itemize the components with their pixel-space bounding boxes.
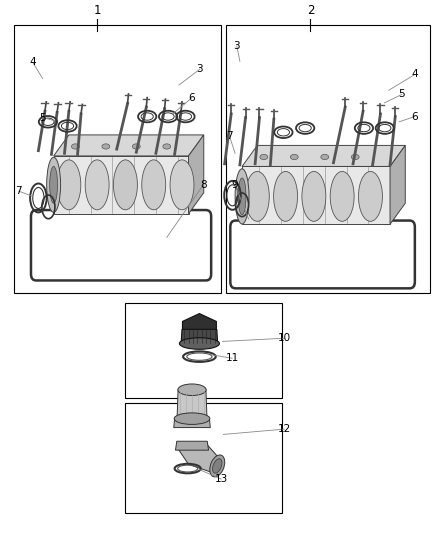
Text: 9: 9 <box>232 180 238 190</box>
Text: 10: 10 <box>278 333 291 343</box>
Ellipse shape <box>71 144 79 149</box>
Polygon shape <box>181 329 218 343</box>
FancyBboxPatch shape <box>230 221 415 288</box>
Text: 3: 3 <box>233 41 240 51</box>
Ellipse shape <box>163 144 171 149</box>
Ellipse shape <box>132 144 140 149</box>
Ellipse shape <box>180 338 219 349</box>
Text: 5: 5 <box>39 112 46 123</box>
Polygon shape <box>174 418 210 427</box>
Ellipse shape <box>238 178 246 215</box>
Text: 4: 4 <box>29 58 36 67</box>
Ellipse shape <box>351 155 359 159</box>
Ellipse shape <box>174 413 210 424</box>
Ellipse shape <box>170 160 194 210</box>
Text: 11: 11 <box>226 353 239 363</box>
Ellipse shape <box>102 144 110 149</box>
Bar <box>226 25 430 293</box>
Bar <box>125 303 282 398</box>
Polygon shape <box>242 166 390 224</box>
Ellipse shape <box>57 160 81 210</box>
Ellipse shape <box>274 172 297 221</box>
Ellipse shape <box>321 155 328 159</box>
Text: 6: 6 <box>189 93 195 103</box>
Polygon shape <box>176 441 208 450</box>
Text: 6: 6 <box>412 111 418 122</box>
Text: 3: 3 <box>197 64 203 74</box>
FancyBboxPatch shape <box>31 210 211 280</box>
Ellipse shape <box>113 160 138 210</box>
Ellipse shape <box>245 172 269 221</box>
Polygon shape <box>53 156 188 214</box>
Text: 4: 4 <box>412 69 418 79</box>
Polygon shape <box>183 313 216 345</box>
Ellipse shape <box>210 455 225 477</box>
Polygon shape <box>188 135 204 214</box>
Ellipse shape <box>47 157 60 213</box>
Text: 12: 12 <box>278 424 291 434</box>
Polygon shape <box>179 442 219 473</box>
Bar <box>14 25 221 293</box>
Ellipse shape <box>290 155 298 159</box>
Ellipse shape <box>260 155 268 159</box>
Text: 13: 13 <box>215 474 228 484</box>
Polygon shape <box>390 146 405 224</box>
Polygon shape <box>53 135 204 156</box>
Text: 7: 7 <box>226 131 233 141</box>
Ellipse shape <box>235 169 249 224</box>
Ellipse shape <box>330 172 354 221</box>
Ellipse shape <box>142 160 166 210</box>
Ellipse shape <box>212 459 222 473</box>
Text: 1: 1 <box>93 4 101 17</box>
Polygon shape <box>242 146 405 166</box>
Ellipse shape <box>178 384 206 395</box>
Polygon shape <box>177 390 207 426</box>
Ellipse shape <box>302 172 326 221</box>
Bar <box>125 403 282 513</box>
Ellipse shape <box>358 172 382 221</box>
Ellipse shape <box>49 166 57 203</box>
Text: 5: 5 <box>399 90 405 100</box>
Text: 8: 8 <box>200 180 207 190</box>
Ellipse shape <box>85 160 109 210</box>
Text: 7: 7 <box>15 186 22 196</box>
Text: 2: 2 <box>307 4 314 17</box>
